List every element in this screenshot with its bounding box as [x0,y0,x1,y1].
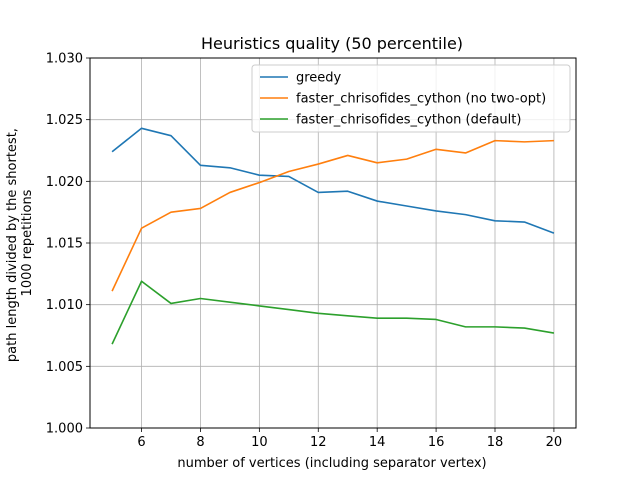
legend-label: faster_chrisofides_cython (no two-opt) [296,92,546,107]
series-layer [111,127,555,345]
y-axis-label-line-1: path length divided by the shortest, [5,128,20,362]
y-tick-label: 1.010 [46,298,83,313]
y-tick-label: 1.025 [46,113,83,128]
y-tick-label: 1.015 [46,237,83,252]
x-tick-label: 14 [369,435,386,450]
x-tick-label: 8 [196,435,204,450]
y-tick-label: 1.030 [46,52,83,67]
y-axis-label-line-2: 1000 repetitions [20,189,35,296]
legend-box [251,64,571,133]
x-tick-label: 6 [137,435,145,450]
series-line-3 [111,280,555,345]
y-tick-label: 1.005 [46,360,83,375]
legend-label: faster_chrisofides_cython (default) [296,113,521,128]
ticks: 6 8 10 12 14 16 18 20 1.000 1.005 1.010 1.015 1.020 1… [46,52,562,451]
x-axis-label: number of vertices (including separator … [177,456,486,471]
y-tick-label: 1.020 [46,175,83,190]
series-line-2 [111,139,554,292]
x-tick-label: 20 [546,435,563,450]
x-tick-label: 12 [310,435,327,450]
legend-label: greedy [296,71,342,86]
chart-title: Heuristics quality (50 percentile) [201,34,463,53]
x-tick-label: 10 [251,435,268,450]
x-tick-label: 18 [487,435,504,450]
series-line-1 [111,127,555,234]
y-axis-label: path length divided by the shortest, 100… [5,124,35,362]
legend: greedy faster_chrisofides_cython (no two-… [251,64,571,133]
y-tick-label: 1.000 [46,422,83,437]
x-tick-label: 16 [428,435,445,450]
